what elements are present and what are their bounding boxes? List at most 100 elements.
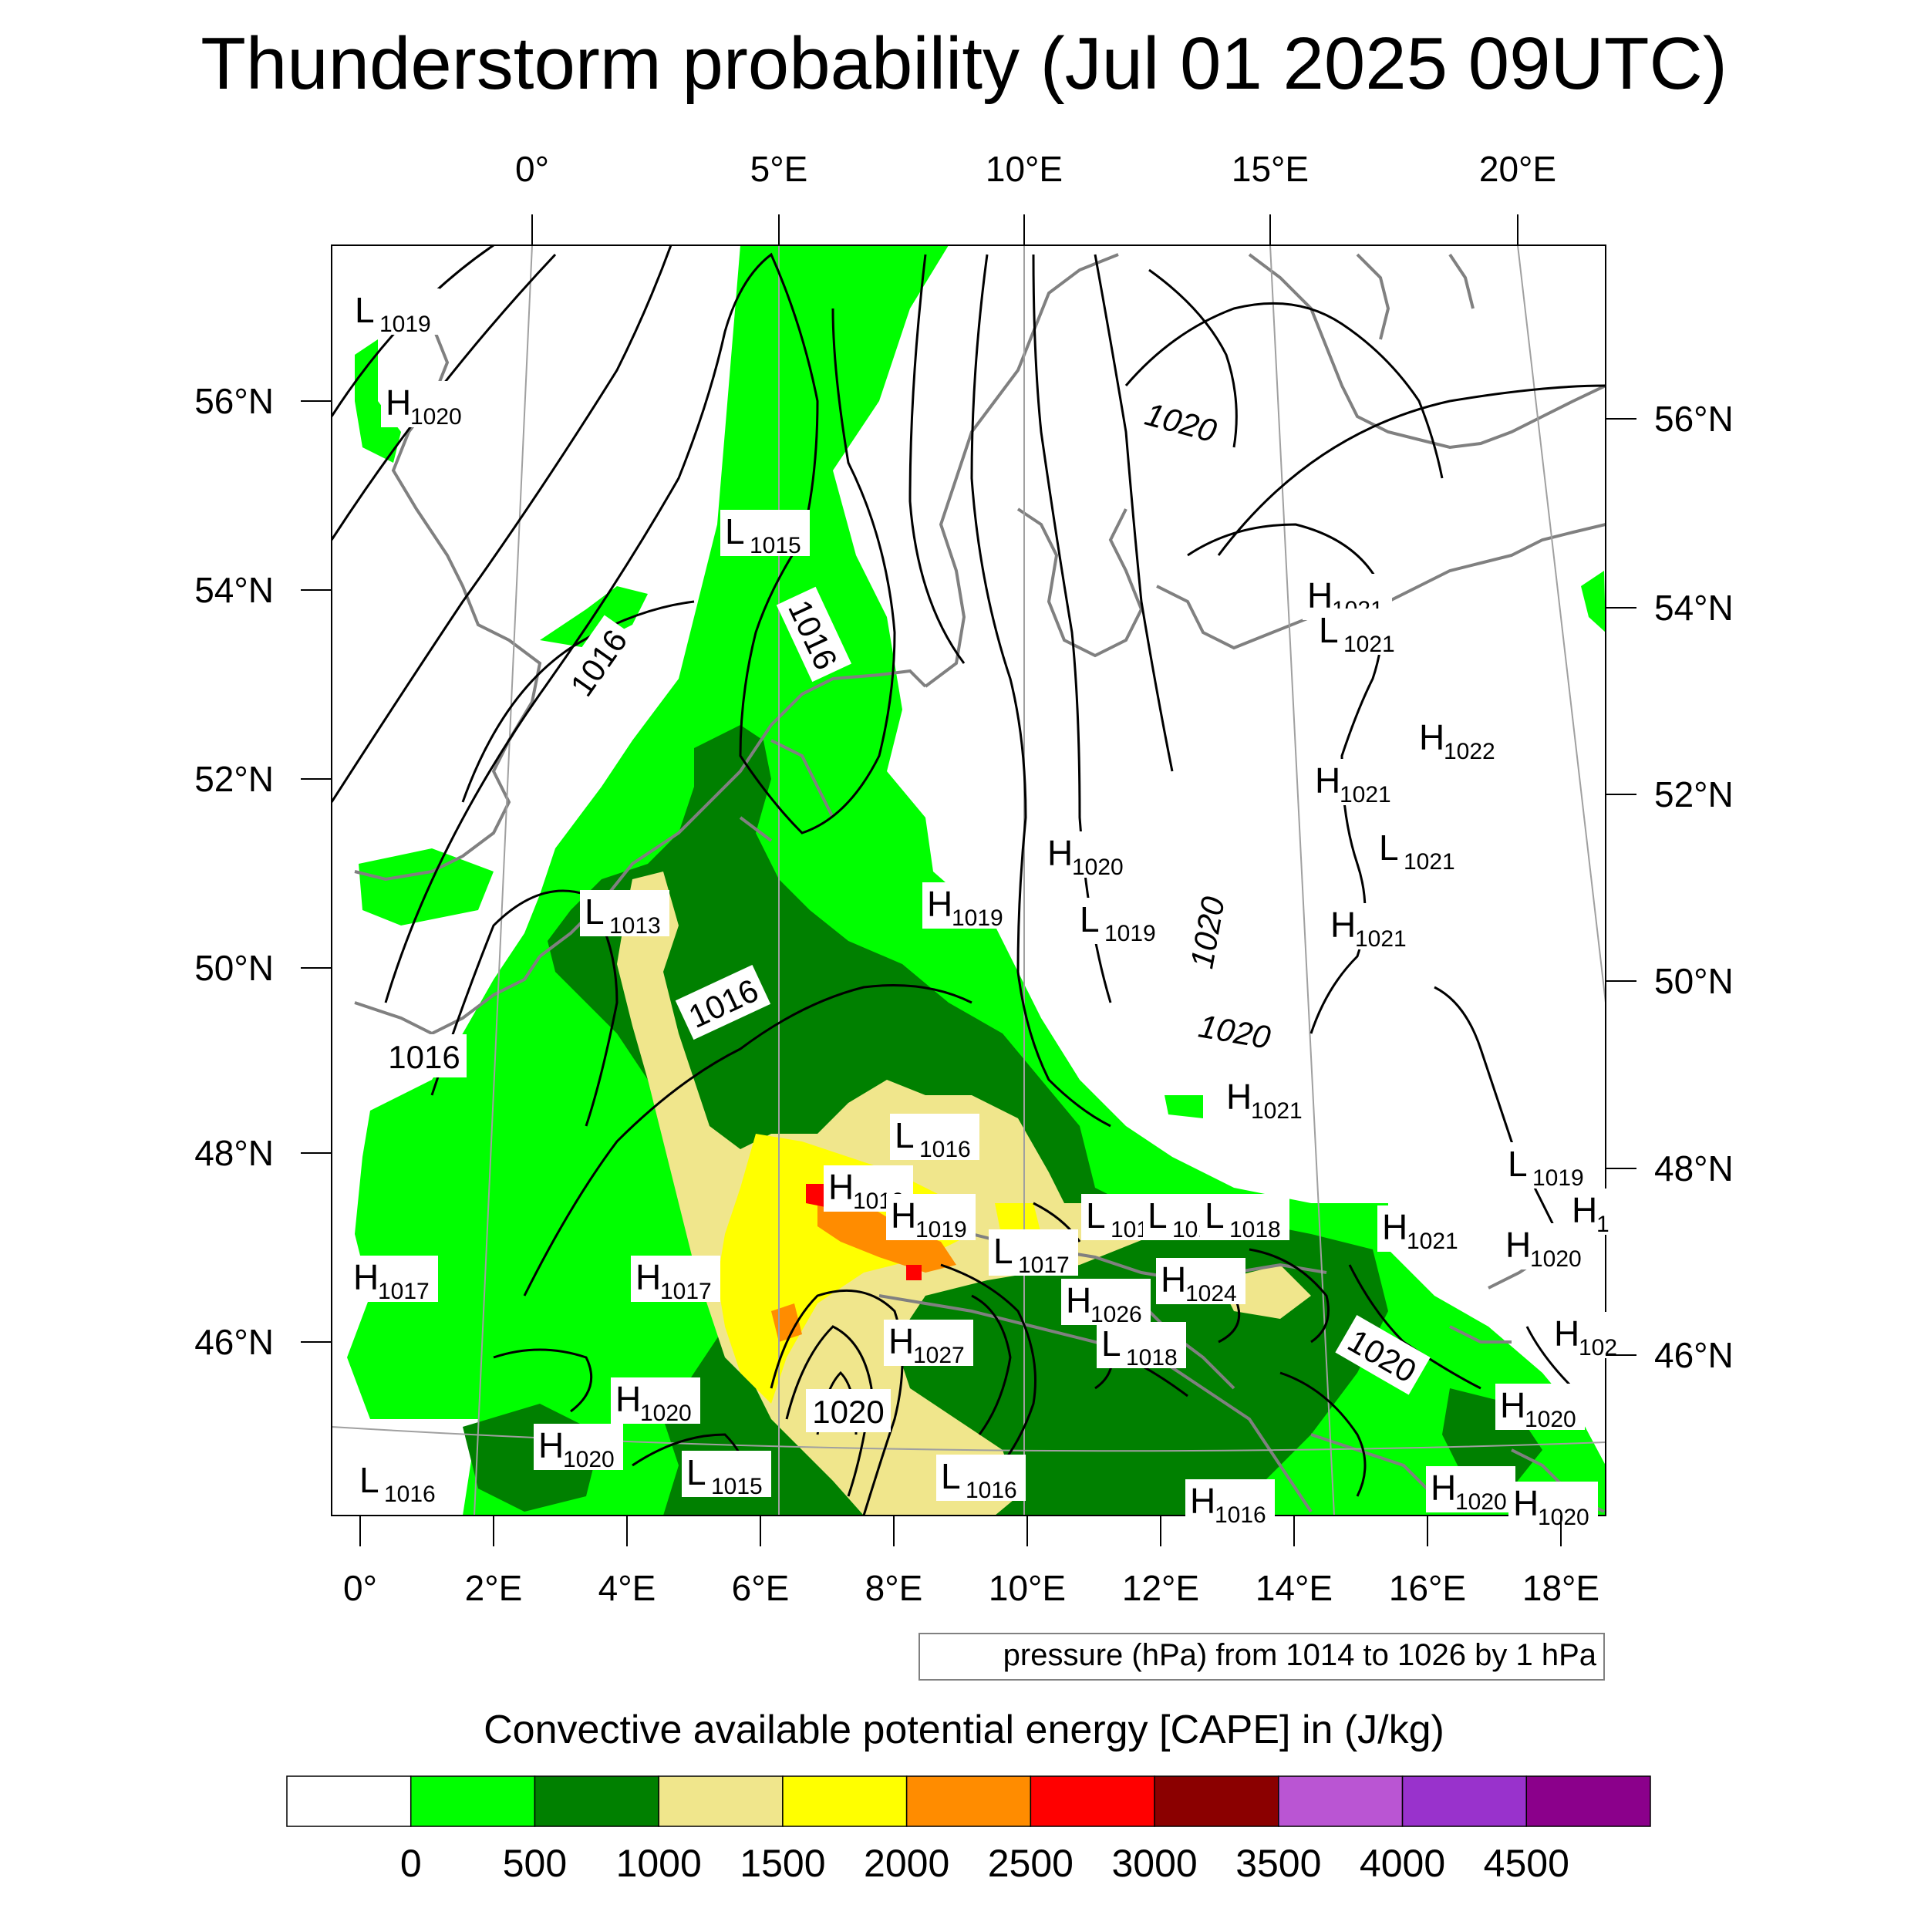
top-lon-label: 0° <box>515 149 549 189</box>
map-title: Thunderstorm probability (Jul 01 2025 09… <box>201 22 1727 105</box>
bottom-lon-label: 6°E <box>732 1568 790 1608</box>
svg-text:H: H <box>1226 1077 1252 1117</box>
bottom-lon-label: 0° <box>343 1568 377 1608</box>
svg-text:1017: 1017 <box>660 1279 712 1304</box>
right-lat-label: 54°N <box>1654 588 1734 628</box>
svg-text:1016: 1016 <box>384 1482 436 1507</box>
svg-text:L: L <box>993 1231 1013 1271</box>
svg-text:H: H <box>1315 760 1340 801</box>
colorbar-swatch <box>1154 1775 1279 1827</box>
bottom-lon-label: 16°E <box>1389 1568 1466 1608</box>
svg-text:1019: 1019 <box>1104 921 1156 946</box>
svg-text:1021: 1021 <box>1404 849 1455 875</box>
svg-text:1021: 1021 <box>1251 1098 1303 1124</box>
colorbar: 0 500 1000 1500 2000 2500 3000 3500 4000 4500 <box>286 1775 1651 1885</box>
svg-text:1018: 1018 <box>1229 1217 1281 1242</box>
colorbar-tick-label: 1500 <box>740 1842 825 1885</box>
bottom-lon-label: 10°E <box>989 1568 1066 1608</box>
right-lat-label: 52°N <box>1654 774 1734 814</box>
cape-field-0-500 <box>347 245 1606 1516</box>
top-lon-label: 10°E <box>986 149 1063 189</box>
colorbar-tick-label: 500 <box>503 1842 567 1885</box>
left-lat-label: 50°N <box>194 948 274 988</box>
axis-labels: 0° 5°E 10°E 15°E 20°E 0° 2°E 4°E 6°E 8°E 10°E 12°E 1… <box>194 149 1734 1608</box>
isobar-label: 1016 <box>382 1034 467 1077</box>
svg-text:H: H <box>828 1167 854 1207</box>
svg-text:L: L <box>1148 1195 1168 1236</box>
colorbar-swatch <box>905 1775 1032 1827</box>
top-lon-label: 20°E <box>1479 149 1556 189</box>
contour-note: pressure (hPa) from 1014 to 1026 by 1 hP… <box>1003 1638 1597 1672</box>
svg-text:L: L <box>725 511 745 551</box>
svg-text:L: L <box>895 1115 915 1155</box>
svg-text:1019: 1019 <box>1532 1165 1584 1191</box>
pressure-center-labels: L1019H1020L1015H1021L1021H1022H1021L1021… <box>349 288 1623 1530</box>
svg-text:L: L <box>1205 1195 1225 1236</box>
low-pressure-label: L 1019 <box>1503 1142 1593 1191</box>
svg-text:1016: 1016 <box>919 1137 971 1162</box>
right-lat-label: 56°N <box>1654 399 1734 439</box>
svg-text:H: H <box>353 1257 379 1297</box>
svg-text:H: H <box>1190 1481 1215 1521</box>
bottom-lon-label: 8°E <box>865 1568 923 1608</box>
right-lat-label: 48°N <box>1654 1148 1734 1189</box>
graticule <box>332 245 1606 1516</box>
svg-text:1022: 1022 <box>1444 739 1495 764</box>
svg-text:H: H <box>1419 717 1444 757</box>
svg-text:L: L <box>1080 899 1100 939</box>
svg-text:H: H <box>1554 1313 1579 1354</box>
svg-text:H: H <box>1382 1207 1407 1247</box>
svg-text:L: L <box>1319 610 1339 650</box>
svg-text:H: H <box>888 1321 914 1361</box>
bottom-lon-label: 18°E <box>1522 1568 1599 1608</box>
colorbar-swatch <box>658 1775 784 1827</box>
isobar-label: 1020 <box>1189 1001 1281 1060</box>
svg-text:H: H <box>927 884 952 924</box>
low-pressure-label: L 1017 <box>989 1229 1078 1278</box>
svg-text:H: H <box>635 1257 661 1297</box>
low-pressure-label: L 1016 <box>936 1455 1026 1503</box>
svg-text:L: L <box>941 1456 961 1496</box>
svg-text:L: L <box>1379 828 1399 868</box>
svg-text:101: 101 <box>1111 1217 1149 1242</box>
svg-text:L: L <box>1101 1323 1121 1364</box>
low-pressure-label: L 1021 <box>1374 826 1464 875</box>
low-pressure-label: L 1021 <box>1314 609 1404 657</box>
svg-text:1020: 1020 <box>1530 1246 1582 1272</box>
right-lat-label: 50°N <box>1654 961 1734 1001</box>
low-pressure-label: L 1018 <box>1200 1194 1289 1242</box>
colorbar-tick-label: 3500 <box>1235 1842 1321 1885</box>
isobar-label: 1016 <box>776 586 852 683</box>
isobar-label: 1020 <box>1177 886 1235 978</box>
svg-text:102: 102 <box>1579 1335 1617 1360</box>
svg-text:H: H <box>1066 1280 1091 1320</box>
bottom-lon-label: 2°E <box>465 1568 523 1608</box>
low-pressure-label: L 1018 <box>1097 1322 1186 1371</box>
contour-note-box <box>918 1633 1605 1681</box>
low-pressure-label: L 1015 <box>720 510 810 558</box>
svg-text:1016: 1016 <box>1215 1502 1266 1528</box>
colorbar-swatch <box>782 1775 908 1827</box>
svg-text:1016: 1016 <box>388 1039 460 1075</box>
svg-text:L: L <box>585 892 605 932</box>
svg-text:1016: 1016 <box>966 1478 1017 1503</box>
low-pressure-label: L 1019 <box>350 288 440 337</box>
isobar-label: 1020 <box>806 1389 891 1432</box>
svg-text:1027: 1027 <box>913 1343 965 1368</box>
svg-text:1020: 1020 <box>1072 855 1124 880</box>
low-pressure-label: L 1015 <box>682 1451 771 1499</box>
low-pressure-label: L 1019 <box>1075 898 1165 946</box>
